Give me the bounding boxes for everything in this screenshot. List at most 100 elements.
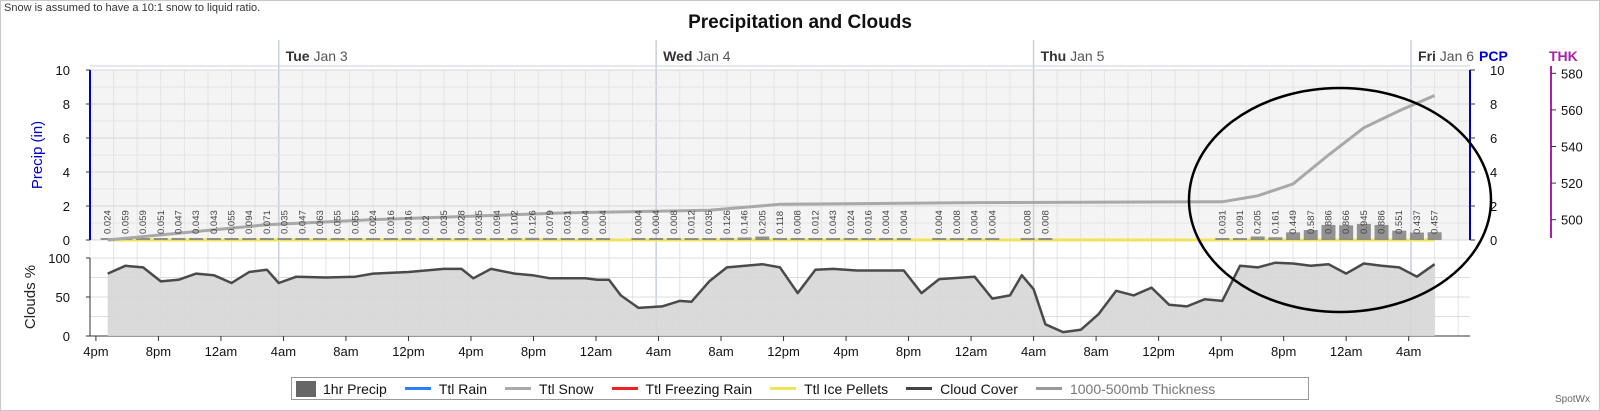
precip-bar [949,238,964,240]
legend-item[interactable]: Cloud Cover [906,381,1018,397]
precip-bar [808,238,823,240]
thk-axis-title: THK [1549,48,1578,64]
x-tick-label: 12am [580,344,613,359]
day-label: Thu Jan 5 [1041,48,1105,64]
thk-tick-label: 580 [1561,66,1583,81]
precip-value-label: 0.161 [1270,210,1281,234]
precip-y-label: Precip (in) [29,121,46,189]
x-tick-label: 8am [708,344,733,359]
x-tick-label: 12pm [392,344,425,359]
x-tick-label: 4am [646,344,671,359]
precip-bar [1303,230,1318,240]
precip-bar [1250,236,1265,240]
precip-value-label: 0.012 [687,210,698,234]
thk-tick-label: 520 [1561,176,1583,191]
snow-ratio-note: Snow is assumed to have a 10:1 snow to l… [4,2,261,14]
precip-bar [259,238,274,240]
annotation-circle [1187,86,1493,314]
precip-value-label: 0.118 [775,211,786,234]
annotation-layer [1187,86,1493,314]
precip-value-label: 0.059 [138,210,149,234]
precip-y-tick-label: 10 [56,63,70,78]
precip-value-label: 0.008 [952,210,963,234]
precip-bar [684,238,699,240]
precip-value-label: 0.028 [457,210,468,234]
precip-value-label: 0.205 [1253,210,1264,234]
cloud-y-tick-label: 0 [63,329,70,344]
legend-item[interactable]: Ttl Snow [505,380,594,397]
precip-value-label: 0.031 [563,210,574,234]
precip-bar [348,238,363,240]
precip-value-label: 0.008 [669,210,680,234]
precip-bar [773,237,787,240]
precip-bar [666,238,681,240]
precip-bar [277,238,292,240]
precip-value-label: 0.016 [386,210,397,234]
precip-bar [755,236,770,240]
precip-bar [383,238,398,240]
precip-value-label: 0.035 [704,210,715,234]
legend-item[interactable]: 1hr Precip [296,380,387,397]
legend-item[interactable]: Ttl Ice Pellets [770,381,888,397]
precip-value-label: 0.055 [350,210,361,234]
x-tick-label: 8am [1083,344,1108,359]
legend-item[interactable]: Ttl Freezing Rain [611,381,752,397]
precip-value-label: 0.866 [1341,210,1352,234]
precip-value-label: 0.063 [315,210,326,234]
chart-title: Precipitation and Clouds [688,12,912,33]
precip-value-label: 0.079 [545,210,556,234]
precip-bar [206,238,221,240]
cloud-cover-series [107,261,1436,336]
precip-bar [1427,232,1442,240]
precip-bar [401,238,416,240]
x-tick-label: 4pm [1208,344,1233,359]
precip-value-label: 0.024 [846,210,857,234]
precip-value-label: 0.004 [899,210,910,234]
precip-bar [737,237,752,240]
x-tick-label: 4pm [833,344,858,359]
precip-value-labels: 0.024 0.059 0.059 0.051 0.047 0.043 0.043 0.055… [103,210,1441,234]
precip-bar [366,238,381,240]
precip-bar [1215,238,1230,240]
legend-swatch [505,387,532,390]
x-tick-label: 12am [1330,344,1363,359]
legend-label: Ttl Snow [539,380,594,397]
x-tick-label: 8am [333,344,358,359]
legend-label: Cloud Cover [940,380,1018,397]
precip-value-label: 0.055 [333,210,344,234]
precip-bar [472,238,487,240]
precip-value-label: 0.031 [1217,210,1228,234]
precip-bar [1409,232,1424,240]
precip-value-label: 0.146 [740,210,751,234]
legend-swatch [611,387,638,390]
precip-bar [578,238,593,240]
x-tick-label: 8pm [146,344,171,359]
precip-value-label: 0.437 [1412,210,1423,234]
cloud-cover-area [107,262,1435,336]
precip-bar [224,238,239,240]
x-tick-label: 4pm [83,344,108,359]
precip-bar [295,238,310,240]
legend-swatch [906,387,933,390]
legend-item[interactable]: 1000-500mb Thickness [1035,380,1216,397]
precip-bar [1233,238,1247,240]
legend-label: 1000-500mb Thickness [1069,380,1216,397]
legend-item[interactable]: Ttl Rain [404,381,487,397]
precip-value-label: 0.035 [439,210,450,234]
precip-y-tick-label: 2 [63,199,70,214]
legend-swatch [296,380,316,397]
precip-value-label: 0.004 [634,210,645,234]
precip-bar [136,238,151,240]
pcp-tick-label: 8 [1490,97,1497,112]
cloud-cover-line [107,261,1436,334]
x-tick-label: 4am [1021,344,1046,359]
precip-bar [896,238,911,240]
precip-bar [1356,223,1371,240]
precip-y-tick-label: 4 [63,165,70,180]
precip-value-label: 0.051 [156,210,167,234]
precip-bar [985,238,1000,240]
legend-label: Ttl Ice Pellets [804,380,889,397]
precip-bar [790,238,805,240]
precip-bar [649,238,664,240]
precip-value-label: 0.035 [474,210,485,234]
